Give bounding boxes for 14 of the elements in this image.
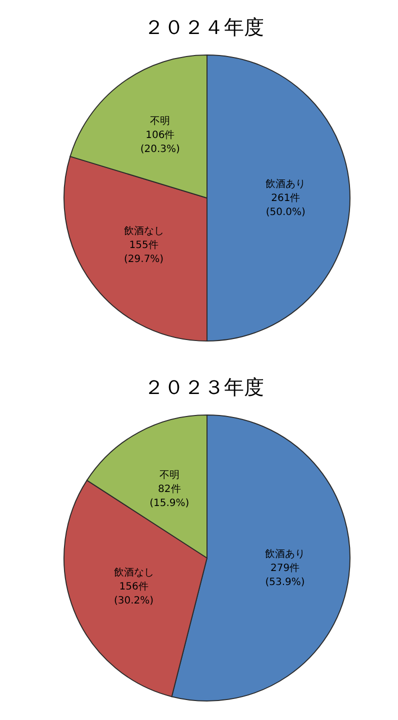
data-label: 279件 (53.9%) <box>265 562 305 588</box>
slice-label: 飲酒あり <box>266 178 306 190</box>
data-label: 155件 (29.7%) <box>124 240 164 265</box>
slice-label: 不明 <box>159 470 180 481</box>
slice-label: 飲酒あり <box>265 548 306 560</box>
slice-label: 飲酒なし <box>124 224 164 237</box>
slice-label: 飲酒なし <box>114 566 154 579</box>
chart-title: ２０２４年度 <box>144 15 264 39</box>
slice-label: 不明 <box>150 116 170 127</box>
data-label: 156件 (30.2%) <box>114 582 154 607</box>
data-label: 82件 (15.9%) <box>150 484 190 509</box>
data-label: 106件 (20.3%) <box>140 130 180 155</box>
data-label: 261件 (50.0%) <box>266 193 306 218</box>
chart-title: ２０２３年度 <box>144 375 264 399</box>
